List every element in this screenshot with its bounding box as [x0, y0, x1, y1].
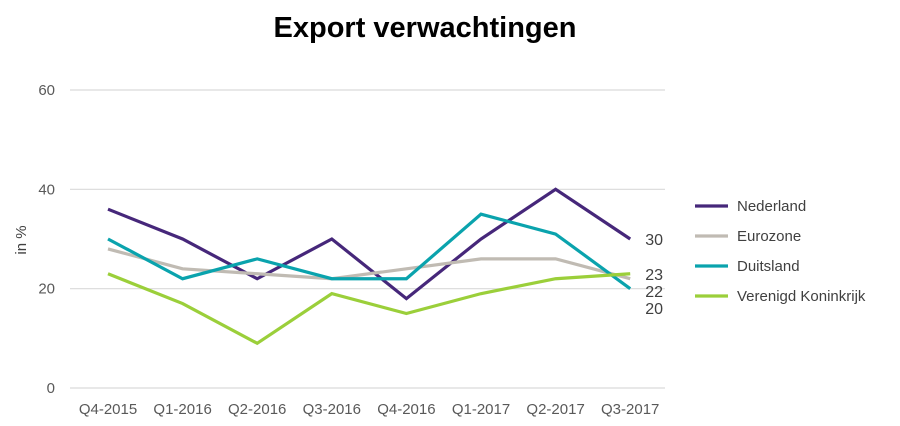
end-data-label: 30 — [645, 232, 663, 249]
series-line-duitsland — [107, 212, 632, 290]
y-axis-label: in % — [13, 225, 30, 254]
series-line-nederland — [107, 187, 632, 301]
x-tick-label: Q1-2017 — [452, 401, 510, 418]
legend-label: Verenigd Koninkrijk — [737, 288, 866, 305]
y-tick-label: 20 — [38, 281, 55, 298]
x-tick-label: Q4-2015 — [79, 401, 137, 418]
legend-label: Duitsland — [737, 258, 800, 275]
y-tick-label: 0 — [47, 380, 55, 397]
legend-label: Nederland — [737, 198, 806, 215]
chart-title: Export verwachtingen — [273, 12, 577, 44]
end-data-label: 22 — [645, 284, 663, 301]
series-line-verenigd-koninkrijk — [107, 272, 631, 346]
x-tick-label: Q3-2017 — [601, 401, 659, 418]
series-line-eurozone — [107, 247, 631, 281]
x-tick-label: Q4-2016 — [377, 401, 435, 418]
y-tick-label: 60 — [38, 82, 55, 99]
x-tick-label: Q2-2017 — [526, 401, 584, 418]
y-tick-label: 40 — [38, 181, 55, 198]
end-data-label: 20 — [645, 301, 663, 318]
end-data-label: 23 — [645, 267, 663, 284]
x-tick-label: Q2-2016 — [228, 401, 286, 418]
x-tick-label: Q3-2016 — [303, 401, 361, 418]
legend-label: Eurozone — [737, 228, 801, 245]
x-tick-label: Q1-2016 — [153, 401, 211, 418]
